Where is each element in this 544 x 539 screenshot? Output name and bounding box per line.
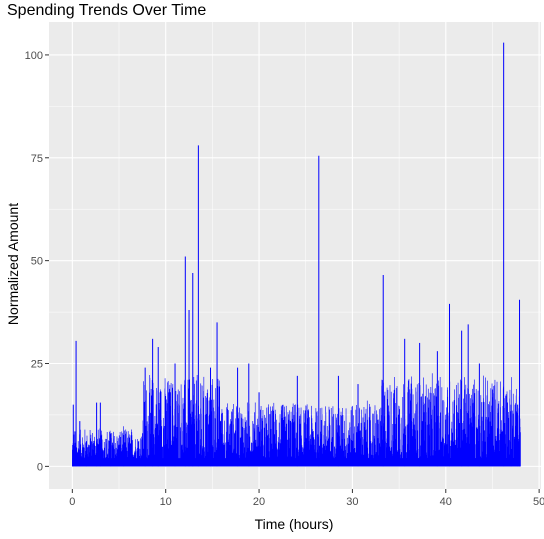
x-tick-label: 40 [440, 496, 452, 508]
chart-title: Spending Trends Over Time [7, 2, 206, 19]
x-tick-label: 30 [346, 496, 358, 508]
x-tick-label: 20 [253, 496, 265, 508]
x-axis-ticks: 0 10 20 30 40 50 [69, 489, 544, 508]
baseline-band [72, 458, 521, 467]
x-tick-label: 0 [69, 496, 75, 508]
y-tick-label: 75 [31, 153, 43, 165]
y-tick-label: 50 [31, 256, 43, 268]
y-axis-title: Normalized Amount [5, 203, 21, 325]
spending-series [72, 42, 521, 467]
x-tick-label: 50 [533, 496, 544, 508]
x-axis-title: Time (hours) [255, 516, 334, 532]
y-tick-label: 100 [25, 50, 43, 62]
x-tick-label: 10 [160, 496, 172, 508]
y-axis-ticks: 0 25 50 75 100 [25, 50, 49, 473]
y-tick-label: 0 [37, 461, 43, 473]
y-tick-label: 25 [31, 359, 43, 371]
